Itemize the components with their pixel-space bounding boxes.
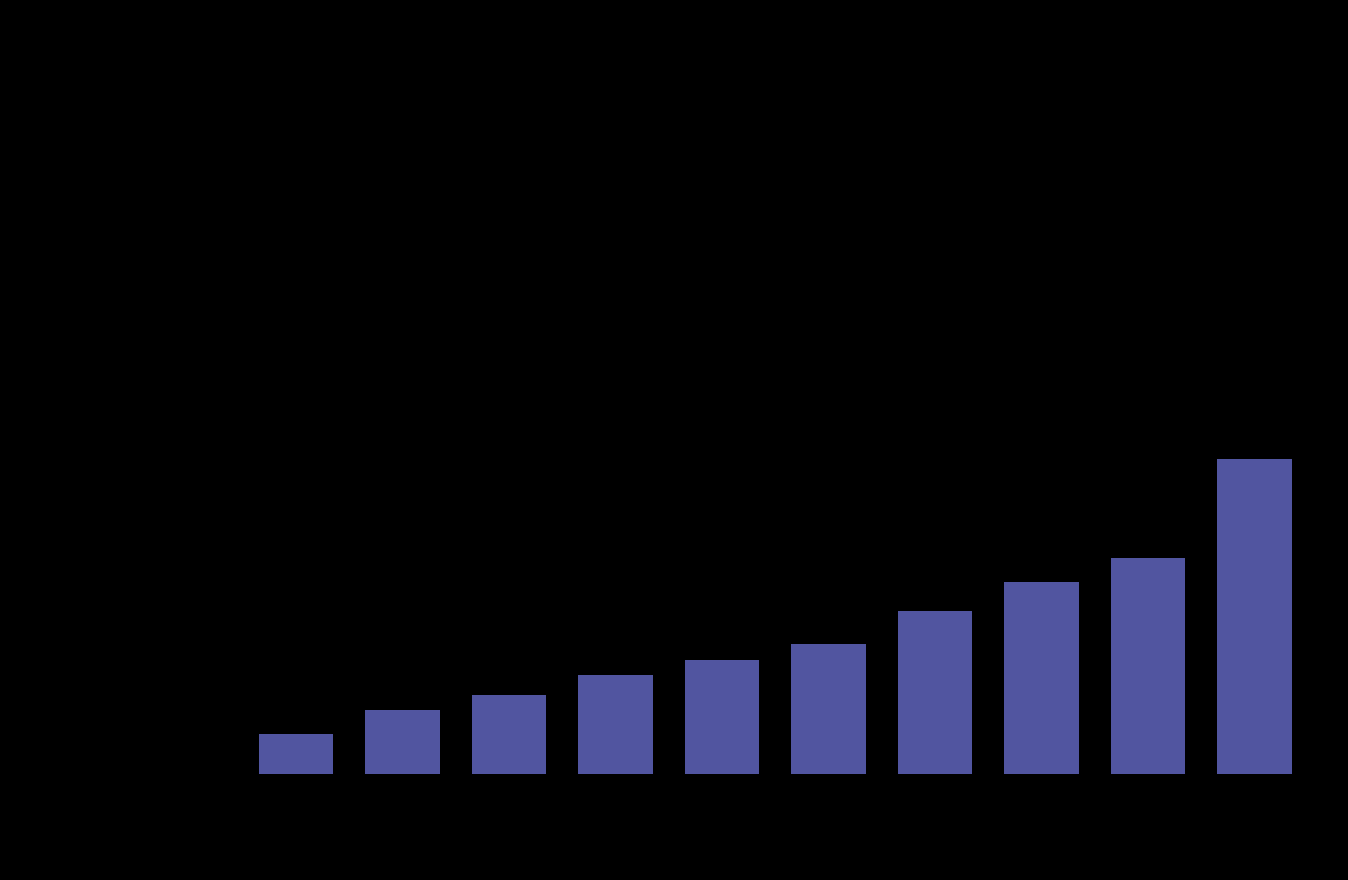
Bar (685, 660, 759, 774)
Bar (259, 734, 333, 774)
Bar (472, 695, 546, 774)
Bar (365, 710, 439, 774)
Bar (791, 643, 865, 774)
Bar (1217, 459, 1291, 774)
Bar (1111, 558, 1185, 774)
Bar (578, 675, 652, 774)
Bar (1004, 582, 1078, 774)
Bar (898, 611, 972, 774)
